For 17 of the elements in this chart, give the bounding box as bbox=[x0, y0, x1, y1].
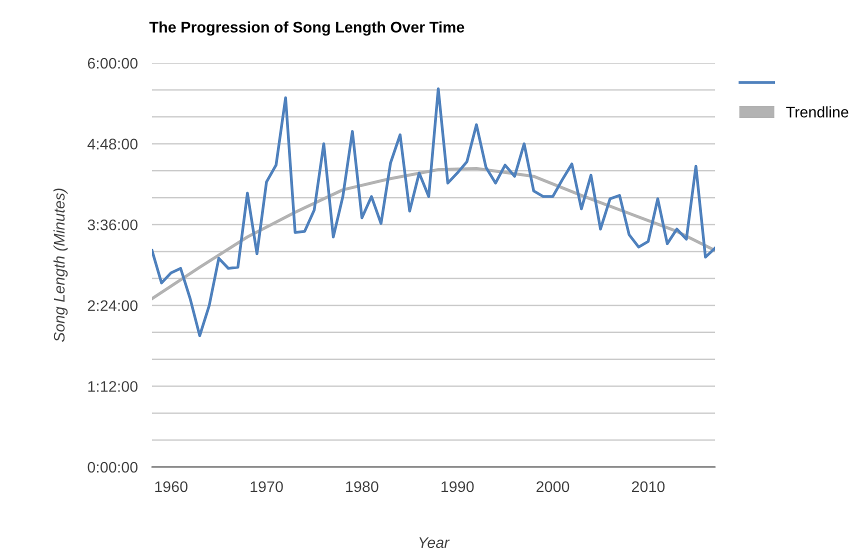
chart-title: The Progression of Song Length Over Time bbox=[149, 21, 464, 36]
y-tick-label: 3:36:00 bbox=[88, 219, 138, 230]
x-tick-label: 2010 bbox=[632, 481, 665, 492]
y-tick-label: 6:00:00 bbox=[88, 58, 138, 69]
y-tick-label: 2:24:00 bbox=[88, 300, 138, 312]
y-tick-label: 1:12:00 bbox=[88, 381, 138, 392]
y-axis-title: Song Length (Minutes) bbox=[53, 188, 68, 342]
line-series bbox=[152, 87, 715, 338]
x-axis-title: Year bbox=[419, 537, 450, 548]
x-tick-label: 1960 bbox=[155, 481, 188, 492]
x-tick-label: 2000 bbox=[536, 481, 570, 492]
y-tick-label: 0:00:00 bbox=[88, 462, 138, 473]
legend-label: Trendline bbox=[786, 106, 848, 118]
x-tick-label: 1980 bbox=[346, 481, 378, 492]
y-tick-label: 4:48:00 bbox=[87, 138, 138, 150]
x-tick-label: 1990 bbox=[442, 481, 474, 492]
x-tick-label: 1970 bbox=[250, 481, 283, 492]
